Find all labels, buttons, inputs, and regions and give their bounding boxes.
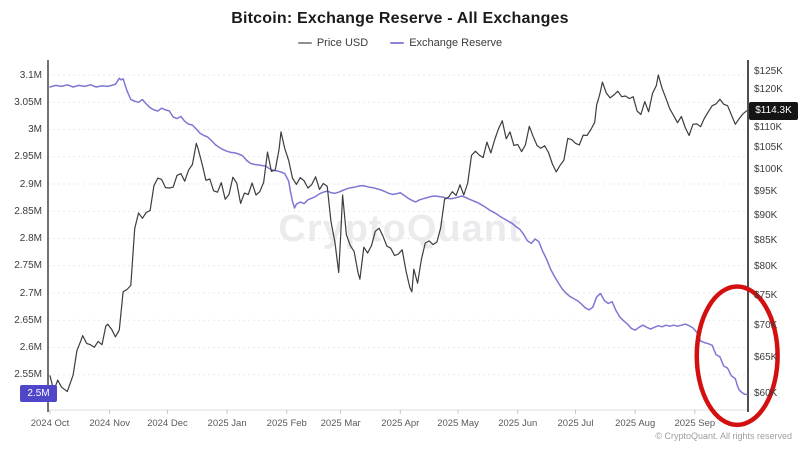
reserve-current-value-badge: 2.5M [20, 385, 57, 403]
x-tick-label: 2025 Mar [320, 418, 361, 429]
legend-label-exchange-reserve: Exchange Reserve [409, 37, 503, 49]
y-right-tick-label: $95K [754, 186, 778, 198]
y-right-tick-label: $110K [754, 121, 783, 133]
x-tick-label: 2025 Sep [674, 418, 716, 429]
y-left-tick-label: 2.8M [19, 233, 42, 244]
y-left-tick-label: 3.1M [19, 69, 42, 81]
exchange-reserve-line [49, 77, 748, 396]
y-left-tick-label: 2.75M [14, 260, 42, 272]
price-usd-line [49, 74, 748, 393]
y-left-tick-label: 3.05M [14, 96, 42, 108]
x-tick-label: 2025 Jul [557, 418, 594, 429]
y-left-tick-label: 2.7M [19, 287, 42, 299]
exchange-reserve-legend-dash-icon [390, 42, 405, 44]
page-title: Bitcoin: Exchange Reserve - All Exchange… [231, 10, 569, 27]
x-tick-label: 2025 Jun [498, 418, 538, 429]
y-left-tick-label: 2.65M [14, 314, 42, 326]
y-left-tick-label: 2.55M [14, 369, 42, 381]
y-left-tick-label: 2.9M [19, 178, 42, 190]
y-right-tick-label: $65K [754, 352, 778, 364]
chart-legend: Price USD Exchange Reserve [0, 37, 800, 49]
x-tick-label: 2024 Nov [89, 418, 130, 429]
x-tick-label: 2024 Dec [147, 418, 188, 429]
legend-label-price-usd: Price USD [316, 37, 369, 49]
y-right-tick-label: $60K [754, 387, 778, 399]
y-left-tick-label: 2.95M [14, 151, 42, 163]
legend-item-exchange-reserve[interactable]: Exchange Reserve [390, 37, 502, 49]
y-right-tick-label: $75K [754, 289, 778, 301]
y-right-tick-label: $90K [754, 209, 778, 221]
legend-item-price-usd[interactable]: Price USD [297, 37, 369, 49]
x-tick-label: 2025 May [437, 418, 479, 429]
cryptoquant-watermark: CryptoQuant [278, 208, 522, 250]
y-right-tick-label: $85K [754, 234, 778, 246]
x-tick-label: 2025 Feb [266, 418, 307, 429]
y-left-tick-label: 2.85M [14, 205, 42, 217]
y-right-tick-label: $120K [754, 83, 783, 95]
y-left-tick-label: 2.6M [19, 342, 42, 353]
price-current-value-badge: $114.3K [749, 101, 798, 120]
y-right-tick-label: $100K [754, 163, 783, 175]
x-tick-label: 2024 Oct [30, 418, 70, 429]
y-left-tick-label: 3M [28, 124, 42, 135]
y-right-tick-label: $105K [754, 142, 783, 154]
red-circle-annotation [694, 284, 780, 428]
x-tick-label: 2025 Aug [615, 418, 656, 429]
y-right-tick-label: $125K [754, 66, 783, 77]
y-right-tick-label: $70K [754, 319, 778, 331]
copyright-notice: © CryptoQuant. All rights reserved [655, 431, 792, 441]
x-tick-label: 2025 Apr [381, 418, 420, 429]
x-tick-label: 2025 Jan [207, 418, 247, 429]
price-usd-legend-dash-icon [297, 42, 312, 44]
y-right-tick-label: $80K [754, 261, 778, 273]
